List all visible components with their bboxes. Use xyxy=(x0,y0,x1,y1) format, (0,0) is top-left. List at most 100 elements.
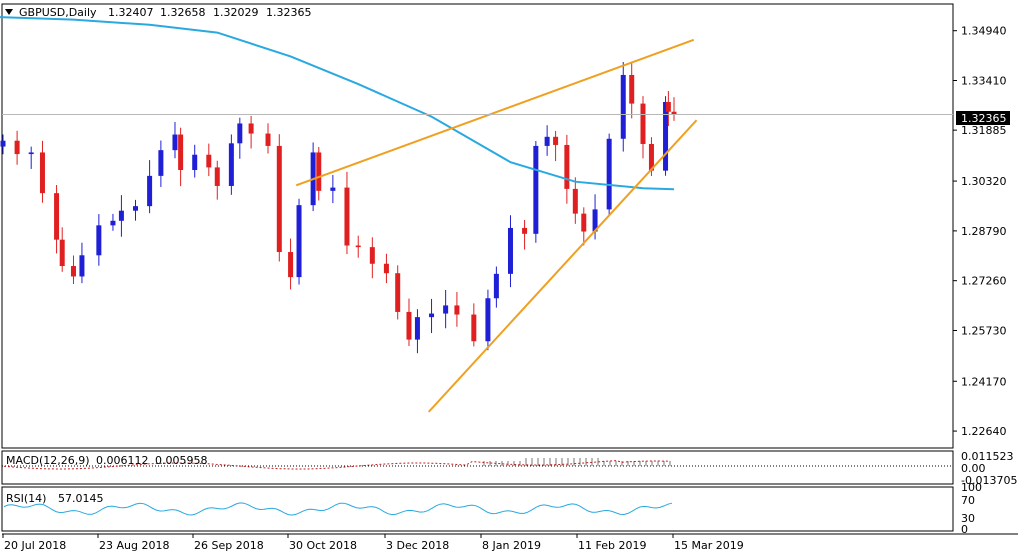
lower-trendline xyxy=(427,119,698,413)
candle-body xyxy=(54,193,60,240)
candle-body xyxy=(383,263,389,274)
candle-body xyxy=(572,188,578,214)
rsi-tick-label: 0 xyxy=(961,523,968,536)
candle-body xyxy=(485,298,491,342)
price-tick-label: 1.31885 xyxy=(961,124,1007,137)
macd-panel-frame xyxy=(1,450,954,485)
price-tick-label: 1.25730 xyxy=(961,324,1007,337)
main-panel-frame xyxy=(1,3,954,449)
candle-body xyxy=(147,175,153,207)
candle-body xyxy=(355,245,361,248)
candle-body xyxy=(414,317,420,340)
moving-average-line xyxy=(0,16,675,191)
candle-body xyxy=(606,138,612,210)
candle-body xyxy=(59,239,65,267)
candle-body xyxy=(28,152,34,155)
candle-body xyxy=(564,144,570,189)
candle-body xyxy=(507,227,513,274)
candle-body xyxy=(369,247,375,264)
macd-tick-label: 0.011523 xyxy=(961,450,1014,463)
date-tick-label: 23 Aug 2018 xyxy=(99,539,169,552)
chart-header: GBPUSD,Daily 1.32407 1.32658 1.32029 1.3… xyxy=(5,6,312,19)
low-value: 1.32029 xyxy=(213,6,259,19)
rsi-label: RSI(14) xyxy=(6,492,46,505)
macd-signal-value: 0.005958 xyxy=(155,454,208,467)
date-tick-label: 30 Oct 2018 xyxy=(289,539,357,552)
candle-body xyxy=(629,74,635,104)
open-value: 1.32407 xyxy=(108,6,154,19)
macd-tick-label: -0.013705 xyxy=(961,474,1017,487)
candle-body xyxy=(553,136,559,145)
macd-signal-line xyxy=(3,460,671,470)
price-tick-label: 1.28790 xyxy=(961,225,1007,238)
candle-body xyxy=(248,123,254,134)
candle-body xyxy=(493,273,499,299)
current-price-tag: 1.32365 xyxy=(956,111,1010,125)
price-tick-label: 1.30320 xyxy=(961,175,1007,188)
candle-body xyxy=(158,150,164,176)
candle-body xyxy=(471,314,477,342)
macd-header: MACD(12,26,9) 0.006112 0.005958 xyxy=(6,454,208,467)
symbol-dropdown-icon[interactable] xyxy=(5,9,13,15)
candle-body xyxy=(96,225,102,256)
candle-body xyxy=(214,167,220,186)
candle-body xyxy=(443,305,449,314)
date-tick-label: 3 Dec 2018 xyxy=(386,539,449,552)
rsi-tick-label: 30 xyxy=(961,512,975,525)
candle-body xyxy=(581,213,587,232)
candle-body xyxy=(316,152,322,191)
candle-body xyxy=(178,134,184,171)
candle-body xyxy=(39,152,45,194)
price-tick-label: 1.34940 xyxy=(961,25,1007,38)
candle-body xyxy=(533,145,539,234)
candle-body xyxy=(592,209,598,232)
candle-body xyxy=(665,101,671,112)
candle-body xyxy=(544,136,550,146)
candle-body xyxy=(663,101,669,171)
price-tick-label: 1.27260 xyxy=(961,275,1007,288)
candle-body xyxy=(296,205,302,278)
price-tick-label: 1.24170 xyxy=(961,375,1007,388)
candle-body xyxy=(265,133,271,146)
macd-tick-label: 0.00 xyxy=(961,462,986,475)
date-tick-label: 26 Sep 2018 xyxy=(194,539,264,552)
date-tick-label: 11 Feb 2019 xyxy=(578,539,646,552)
candle-body xyxy=(70,266,76,277)
upper-trendline xyxy=(295,38,695,187)
candle-body xyxy=(406,311,412,340)
candle-body xyxy=(172,134,178,151)
close-value: 1.32365 xyxy=(266,6,312,19)
price-tick-label: 1.33410 xyxy=(961,74,1007,87)
date-tick-label: 20 Jul 2018 xyxy=(4,539,66,552)
high-value: 1.32658 xyxy=(160,6,206,19)
macd-value: 0.006112 xyxy=(96,454,149,467)
rsi-value: 57.0145 xyxy=(58,492,104,505)
candle-body xyxy=(640,103,646,144)
candle-body xyxy=(14,140,20,155)
candle-body xyxy=(330,187,336,191)
candle-body xyxy=(0,140,6,147)
candle-body xyxy=(228,143,234,186)
symbol-label: GBPUSD,Daily xyxy=(19,6,97,19)
candle-body xyxy=(620,74,626,139)
candle-body xyxy=(192,154,198,171)
candle-body xyxy=(648,143,654,171)
candle-body xyxy=(79,255,85,277)
rsi-line xyxy=(3,502,673,516)
candle-body xyxy=(118,210,124,221)
rsi-header: RSI(14) 57.0145 xyxy=(6,492,104,505)
candle-body xyxy=(276,145,282,253)
candle-body xyxy=(206,154,212,168)
candle-body xyxy=(671,111,677,115)
candle-body xyxy=(454,305,460,315)
date-tick-label: 15 Mar 2019 xyxy=(674,539,744,552)
candle-body xyxy=(237,123,243,144)
candle-body xyxy=(288,252,294,278)
price-tick-label: 1.22640 xyxy=(961,425,1007,438)
candle-body xyxy=(110,220,116,226)
rsi-tick-label: 70 xyxy=(961,494,975,507)
candle-body xyxy=(395,273,401,312)
date-tick-label: 8 Jan 2019 xyxy=(482,539,541,552)
